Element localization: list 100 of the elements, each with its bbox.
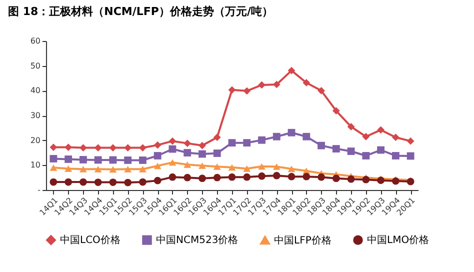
point — [124, 156, 132, 164]
point — [198, 174, 206, 182]
point — [124, 144, 132, 152]
point — [347, 122, 355, 130]
point — [94, 178, 102, 186]
point — [198, 142, 206, 150]
point — [258, 81, 266, 89]
point — [64, 165, 72, 172]
point — [302, 172, 310, 180]
point — [332, 145, 340, 152]
point — [243, 87, 251, 95]
point — [318, 86, 325, 94]
point — [139, 166, 146, 172]
y-tick-label: 20 — [30, 136, 40, 145]
point — [377, 146, 385, 154]
point — [332, 174, 340, 182]
point — [154, 176, 162, 184]
point — [139, 156, 146, 164]
point — [272, 163, 280, 170]
point — [318, 173, 325, 181]
point — [64, 178, 72, 186]
point — [154, 152, 162, 160]
point — [198, 162, 206, 169]
point — [184, 174, 192, 182]
point — [154, 162, 162, 170]
point — [184, 140, 192, 148]
point — [258, 172, 266, 180]
point — [288, 66, 296, 74]
point — [377, 176, 385, 184]
point — [198, 150, 206, 158]
point — [258, 136, 266, 144]
point — [50, 155, 58, 162]
point — [228, 164, 236, 171]
point — [64, 156, 72, 163]
point — [213, 174, 221, 182]
point — [50, 144, 58, 151]
point — [243, 139, 251, 147]
point — [139, 178, 146, 186]
point — [124, 178, 132, 186]
y-tick-label: - — [38, 186, 41, 194]
point — [243, 165, 251, 172]
legend-label: 中国LCO价格 — [60, 234, 120, 246]
point — [288, 172, 296, 180]
point — [50, 164, 58, 171]
point — [362, 152, 370, 160]
point — [109, 156, 117, 164]
point — [392, 152, 400, 160]
point — [79, 166, 87, 172]
point — [124, 166, 132, 172]
point — [272, 132, 280, 140]
point — [94, 144, 102, 152]
point — [228, 173, 236, 181]
y-tick-label: 50 — [30, 61, 40, 70]
point — [79, 178, 87, 186]
point — [168, 173, 176, 181]
point — [213, 163, 221, 170]
point — [288, 166, 296, 172]
point — [272, 172, 280, 180]
point — [318, 142, 325, 150]
point — [302, 79, 310, 86]
point — [213, 150, 221, 157]
point — [406, 137, 414, 145]
point — [184, 149, 192, 156]
point — [288, 128, 296, 136]
point — [362, 132, 370, 140]
point — [377, 126, 385, 134]
y-tick-label: 30 — [30, 111, 40, 120]
point — [109, 166, 117, 173]
point — [168, 137, 176, 145]
point — [184, 161, 192, 168]
chart-title: 图 18：正极材料（NCM/LFP）价格走势（万元/吨） — [8, 5, 273, 18]
point — [228, 86, 236, 94]
point — [228, 139, 236, 147]
point — [392, 134, 400, 142]
point — [347, 148, 355, 155]
y-tick-label: 10 — [30, 160, 40, 170]
legend-label: 中国NCM523价格 — [156, 234, 238, 246]
legend-label: 中国LMO价格 — [367, 234, 430, 246]
point — [258, 163, 266, 170]
point — [79, 156, 87, 164]
point — [139, 144, 146, 152]
point — [347, 175, 355, 183]
legend-label: 中国LFP价格 — [274, 234, 332, 246]
point — [406, 152, 414, 160]
point — [362, 176, 370, 184]
point — [243, 173, 251, 181]
point — [213, 134, 221, 142]
point — [94, 156, 102, 164]
point — [154, 141, 162, 149]
y-tick-label: 60 — [30, 36, 40, 46]
point — [272, 80, 280, 88]
point — [50, 178, 58, 186]
y-tick-label: 40 — [30, 86, 40, 96]
point — [109, 178, 117, 186]
point — [109, 144, 117, 152]
point — [332, 107, 340, 114]
point — [64, 144, 72, 151]
point — [94, 166, 102, 172]
point — [168, 159, 176, 166]
point — [302, 132, 310, 140]
